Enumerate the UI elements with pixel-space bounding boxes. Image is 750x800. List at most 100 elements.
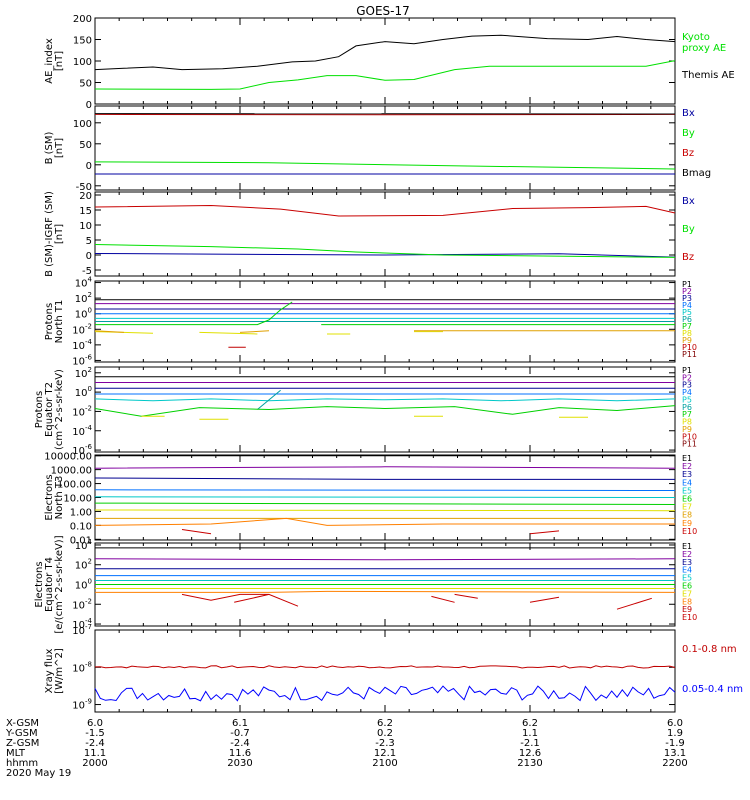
series-p7 [94,405,676,417]
y-axis-label: Equator T2 [44,382,55,437]
legend-label: P10 [682,343,697,352]
footer-value: -2.4 [85,738,105,749]
footer-row-label: MLT [6,748,26,759]
y-tick-label: 100 [75,578,92,592]
legend-label: E6 [682,582,692,591]
y-axis-label: B (SM) [44,131,55,164]
legend-label: P9 [682,425,692,434]
legend-label: Bx [682,196,695,207]
y-tick-label: 0.10 [70,521,92,532]
legend-label: P7 [682,410,692,419]
series-e9 [94,517,675,526]
legend-label: P5 [682,308,692,317]
legend-label: P1 [682,366,692,375]
series-by [94,244,676,258]
series-p6 [257,389,281,410]
panel-xray: 10-9 10-8 10-7 Xray flux [W/m^2] 0.1-0.8 nm 0.… [44,623,743,713]
y-tick-label: 20 [79,191,92,202]
legend-label: E2 [682,550,692,559]
y-axis-label: [nT] [54,224,65,244]
series-e7 [94,509,676,512]
legend-label: P3 [682,294,692,303]
legend-label: E7 [682,503,692,512]
footer-value: 1.1 [522,728,538,739]
y-tick-label: 104 [75,276,93,290]
y-tick-label: 10-8 [72,660,92,674]
legend-label: E8 [682,511,692,520]
footer-value: 6.2 [377,718,393,729]
legend-label: E5 [682,486,692,495]
y-tick-label: 102 [75,558,92,572]
legend-label: E2 [682,462,692,471]
series-e8 [95,590,676,593]
series-e10 [181,529,560,535]
series-p8 [141,415,588,420]
y-axis-label: AE_index [44,38,55,84]
footer-value: 6.1 [232,718,248,729]
series-by [94,161,676,170]
y-tick-label: 100 [75,385,92,399]
y-axis-label: Protons [34,391,45,428]
legend-label: Themis AE [681,70,735,81]
legend-label: P6 [682,315,692,324]
legend-label: 0.1-0.8 nm [682,644,737,655]
footer-date: 2020 May 19 [6,768,71,779]
y-tick-label: 10-9 [72,698,92,712]
legend-label: P4 [682,301,692,310]
legend-label: E9 [682,605,692,614]
legend-label: P2 [682,287,692,296]
plot-title: GOES-17 [356,4,410,18]
series-0.05-0.4-nm [94,685,676,702]
footer-value: 2000 [82,758,107,769]
legend-label: Bz [682,252,694,263]
legend-label: Bx [682,108,695,119]
footer-row-label: Y-GSM [5,728,38,739]
y-tick-label: 10000.00 [44,452,92,463]
y-tick-label: 10-4 [72,338,92,352]
y-tick-label: 0 [86,251,92,262]
y-axis-label: [nT] [54,51,65,71]
y-tick-label: 10-6 [72,443,92,457]
panel-ee: 10-4 10-2 100 102 104 Electrons Equator T4 [e/(… [34,535,697,633]
panel-frame [94,191,676,277]
y-tick-label: 10-2 [72,597,92,611]
y-tick-label: 1.00 [70,507,92,518]
legend-label: E10 [682,527,697,536]
y-tick-label: 102 [75,366,92,380]
y-axis-label: North T3 [54,476,65,520]
y-tick-label: 100.00 [57,480,92,491]
footer-value: -2.3 [375,738,395,749]
series-e5 [94,496,676,498]
y-tick-label: 10-4 [72,424,92,438]
y-tick-label: 15 [79,206,92,217]
footer-value: 2130 [517,758,542,769]
footer-value: 11.1 [84,748,106,759]
series-kyoto-proxy-ae [94,60,676,90]
footer-value: 2030 [227,758,252,769]
panel-pe: 10-6 10-4 10-2 100 102 Protons Equator T2 (cm^2… [34,366,697,457]
legend-label: P8 [682,329,692,338]
legend-label: E5 [682,574,692,583]
series-p7 [95,301,675,326]
y-axis-label: (cm^2-s-sr-keV) [54,369,65,450]
y-axis-label: Equator T4 [44,557,55,612]
legend-label: E7 [682,589,692,598]
legend-label: E4 [682,478,692,487]
y-axis-label: Protons [44,303,55,340]
panel-bsm: -50 0 50 100 B (SM) [nT] Bx By Bz Bmag [44,105,711,193]
y-axis-label: North T1 [54,300,65,344]
panel-frame [94,105,676,191]
series-e6 [94,502,676,505]
y-axis-label: [nT] [54,138,65,158]
y-tick-label: 10-2 [72,404,92,418]
legend-label: P11 [682,440,697,449]
y-tick-label: 150 [73,36,92,47]
panel-en: 0.01 0.10 1.00 10.00 100.00 1000.00 10000.00 El… [44,452,697,547]
y-tick-label: 100 [75,307,92,321]
legend-label: Bmag [682,168,711,179]
y-tick-label: -5 [82,266,92,277]
footer-ephemeris: X-GSM 6.0 6.1 6.2 6.2 6.0 Y-GSM -1.5 -0.7 0.2 1.1 1… [5,718,688,779]
